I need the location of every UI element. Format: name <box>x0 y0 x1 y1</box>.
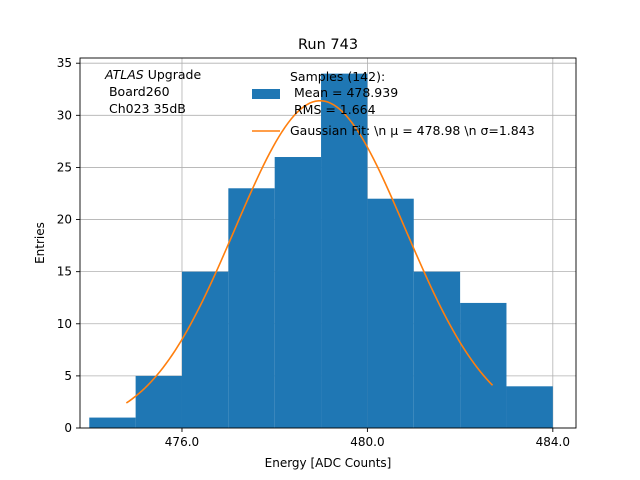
histogram-bar <box>181 271 229 428</box>
histogram-bar <box>367 198 414 428</box>
y-tick-label: 25 <box>57 160 72 174</box>
histogram-bar <box>460 302 507 428</box>
y-tick-label: 5 <box>64 369 72 383</box>
histogram-bar <box>89 417 136 428</box>
histogram-bar <box>506 386 553 428</box>
x-tick-label: 476.0 <box>165 435 199 449</box>
y-tick-label: 10 <box>57 317 72 331</box>
annotation-line-1: ATLAS Upgrade <box>104 67 201 82</box>
histogram-bar <box>135 375 182 428</box>
axis-ticks: 476.0 480.0 484.0 0 5 10 15 20 25 30 35 <box>57 56 570 449</box>
x-axis-label: Energy [ADC Counts] <box>265 456 392 470</box>
gaussian-fit-curve <box>125 99 494 404</box>
y-tick-label: 30 <box>57 108 72 122</box>
y-axis-label: Entries <box>33 222 47 264</box>
annotation-box: ATLAS Upgrade Board260 Ch023 35dB <box>104 67 201 116</box>
legend-samples-line-3: RMS = 1.664 <box>290 102 376 117</box>
annotation-line-2: Board260 <box>105 84 170 99</box>
y-tick-label: 35 <box>57 56 72 70</box>
x-tick-label: 484.0 <box>536 435 570 449</box>
legend-samples-line-2: Mean = 478.939 <box>290 85 398 100</box>
plot-frame <box>79 57 577 429</box>
annotation-atlas: ATLAS <box>104 67 144 82</box>
legend: Samples (142): Mean = 478.939 RMS = 1.66… <box>252 69 535 138</box>
legend-samples-line-1: Samples (142): <box>290 69 385 84</box>
legend-samples-patch <box>252 89 280 99</box>
legend-fit-label: Gaussian Fit: \n μ = 478.98 \n σ=1.843 <box>290 123 535 138</box>
annotation-upgrade: Upgrade <box>144 67 202 82</box>
annotation-line-3: Ch023 35dB <box>105 101 186 116</box>
y-tick-label: 20 <box>57 213 72 227</box>
histogram-bar <box>413 271 461 428</box>
x-tick-label: 480.0 <box>350 435 384 449</box>
histogram-bar <box>228 188 275 428</box>
y-tick-label: 0 <box>64 421 72 435</box>
chart-title: Run 743 <box>298 37 358 53</box>
histogram-bar <box>274 157 322 428</box>
histogram-bars <box>89 73 553 429</box>
y-tick-label: 15 <box>57 265 72 279</box>
